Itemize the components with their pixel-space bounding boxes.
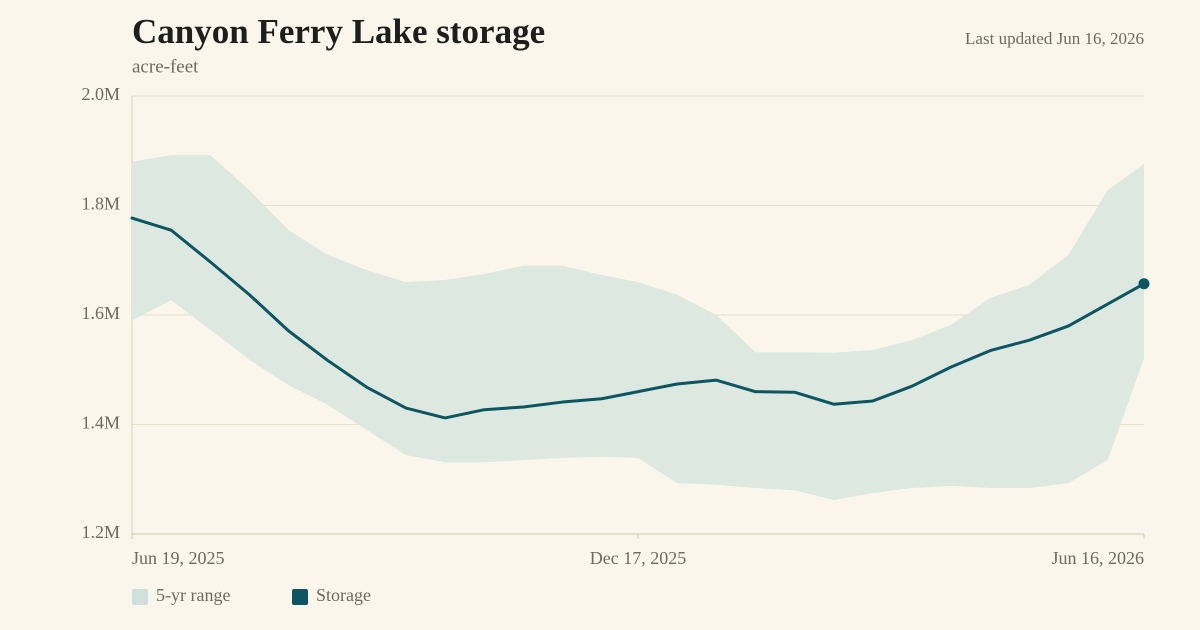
legend-swatch [132, 589, 148, 605]
x-tick-label: Dec 17, 2025 [590, 548, 686, 568]
legend-label: Storage [316, 585, 371, 605]
y-tick-label: 2.0M [81, 84, 120, 104]
range-band [132, 155, 1144, 501]
y-tick-label: 1.8M [81, 194, 120, 214]
x-tick-label: Jun 16, 2026 [1051, 548, 1144, 568]
y-tick-label: 1.2M [81, 522, 120, 542]
legend-swatch [292, 589, 308, 605]
storage-line [130, 216, 1146, 420]
end-point [1138, 278, 1150, 290]
chart-subtitle: acre-feet [132, 56, 199, 77]
y-tick-label: 1.4M [81, 413, 120, 433]
chart-title: Canyon Ferry Lake storage [132, 12, 545, 51]
x-tick-label: Jun 19, 2025 [132, 548, 225, 568]
last-updated: Last updated Jun 16, 2026 [965, 29, 1144, 48]
legend-label: 5-yr range [156, 585, 230, 605]
y-tick-label: 1.6M [81, 303, 120, 323]
